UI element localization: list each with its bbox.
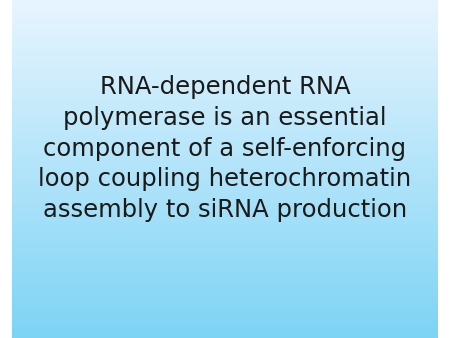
Text: RNA-dependent RNA
polymerase is an essential
component of a self-enforcing
loop : RNA-dependent RNA polymerase is an essen… [38, 75, 412, 222]
